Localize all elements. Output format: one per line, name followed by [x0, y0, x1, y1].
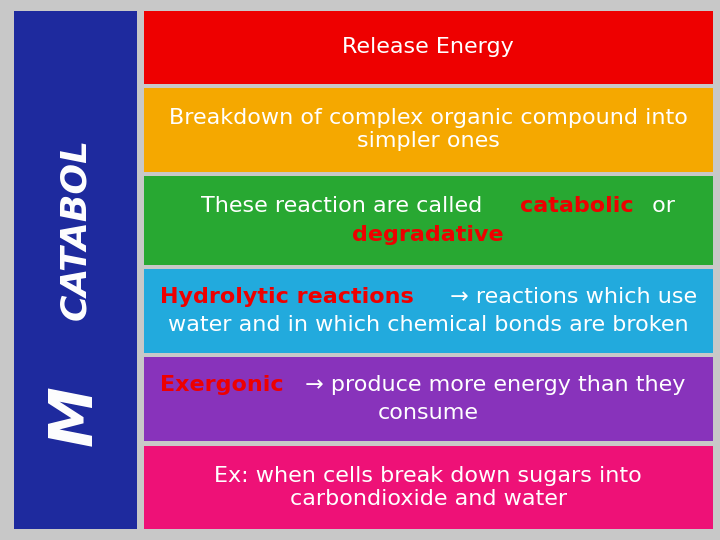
Text: or: or — [644, 195, 675, 216]
Text: consume: consume — [378, 403, 479, 423]
Bar — [144, 176, 713, 265]
Text: Hydrolytic reactions: Hydrolytic reactions — [160, 287, 413, 307]
Bar — [144, 88, 713, 172]
Text: Release Energy: Release Energy — [343, 37, 514, 57]
Bar — [144, 11, 713, 84]
Text: These reaction are called: These reaction are called — [201, 195, 490, 216]
Text: Breakdown of complex organic compound into
simpler ones: Breakdown of complex organic compound in… — [169, 108, 688, 151]
Text: catabolic: catabolic — [520, 195, 634, 216]
Bar — [144, 269, 713, 353]
Bar — [144, 357, 713, 441]
Text: degradative: degradative — [353, 225, 504, 246]
Text: → reactions which use: → reactions which use — [443, 287, 697, 307]
Text: water and in which chemical bonds are broken: water and in which chemical bonds are br… — [168, 315, 688, 335]
Text: Ex: when cells break down sugars into
carbondioxide and water: Ex: when cells break down sugars into ca… — [215, 466, 642, 509]
Text: M: M — [46, 384, 105, 445]
Text: Exergonic: Exergonic — [161, 375, 284, 395]
Text: → produce more energy than they: → produce more energy than they — [298, 375, 685, 395]
Bar — [144, 446, 713, 529]
Text: CATABOL: CATABOL — [58, 138, 92, 320]
Bar — [14, 11, 137, 529]
